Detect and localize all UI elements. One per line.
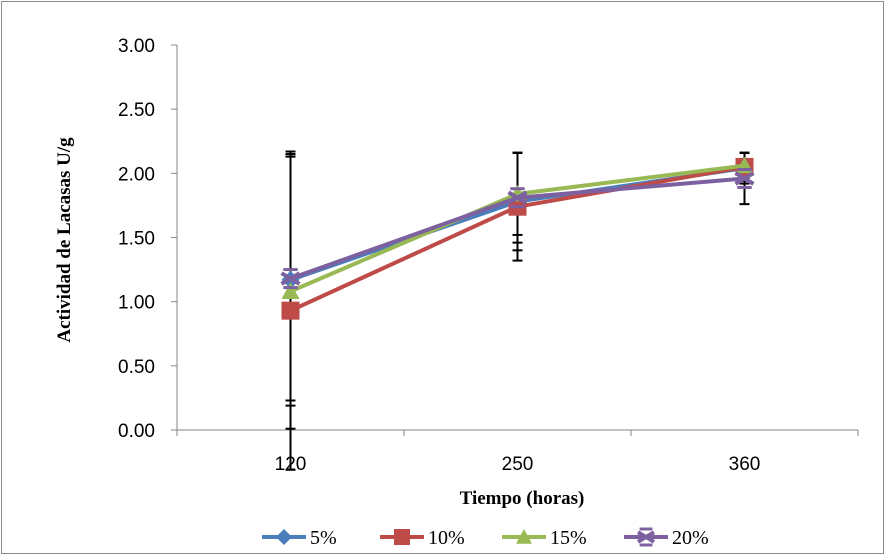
legend-label: 10% (428, 527, 465, 549)
y-tick-label: 2.00 (118, 164, 155, 185)
data-point (734, 167, 755, 189)
y-tick-label: 0.50 (118, 357, 155, 378)
legend-marker (276, 529, 292, 545)
legend-item: 15% (502, 527, 587, 549)
y-tick-label: 1.00 (118, 293, 155, 314)
y-axis-title: Actividad de Lacasas U/g (54, 137, 75, 343)
legend-item: 20% (624, 527, 709, 549)
x-axis-title: Tiempo (horas) (460, 488, 585, 509)
legend-marker (636, 527, 656, 547)
legend-item: 10% (380, 527, 465, 549)
series-20% (280, 167, 755, 290)
y-tick-label: 2.50 (118, 100, 155, 121)
legend-label: 5% (310, 527, 337, 549)
y-tick-label: 0.00 (118, 421, 155, 442)
legend-marker (516, 529, 532, 544)
data-point (507, 187, 528, 209)
legend-label: 20% (672, 527, 709, 549)
legend-marker (394, 529, 410, 545)
x-tick-label: 250 (502, 454, 534, 475)
data-point (281, 282, 300, 300)
data-point (280, 268, 301, 290)
y-tick-label: 1.50 (118, 229, 155, 250)
legend-item: 5% (262, 527, 337, 549)
legend: 5% 10% 15% 20% (262, 527, 709, 549)
data-point (281, 301, 300, 320)
legend-label: 15% (550, 527, 587, 549)
y-tick-label: 3.00 (118, 36, 155, 57)
x-tick-label: 360 (729, 454, 761, 475)
